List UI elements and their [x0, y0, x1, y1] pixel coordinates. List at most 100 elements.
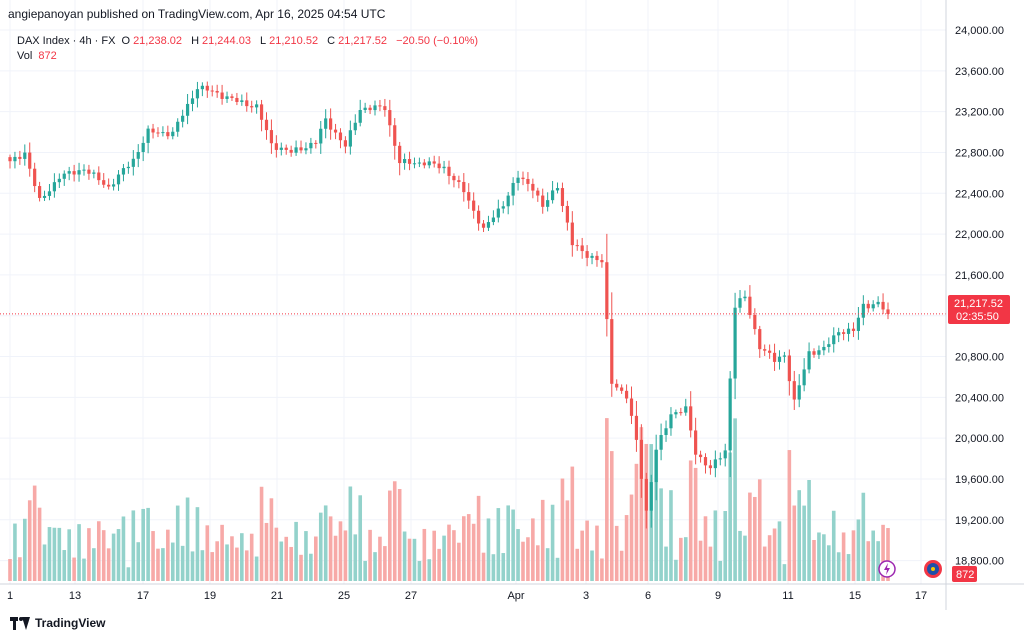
- volume-bar: [22, 518, 27, 581]
- footer-brand-label: TradingView: [35, 616, 106, 630]
- candle-body: [703, 457, 708, 466]
- volume-bar: [195, 507, 200, 581]
- candle-body: [753, 314, 757, 330]
- candle-body: [52, 182, 56, 192]
- candle-body: [121, 168, 126, 175]
- candle-body: [595, 255, 599, 261]
- volume-bar: [37, 507, 42, 581]
- candle-body: [215, 90, 219, 93]
- volume-bar: [881, 524, 885, 581]
- volume-bar: [294, 521, 298, 581]
- volume-bar: [639, 427, 644, 581]
- volume-bar: [210, 552, 215, 581]
- candle-body: [181, 115, 185, 122]
- volume-bar: [353, 534, 358, 581]
- volume-bar: [486, 518, 491, 581]
- candle-body: [802, 369, 806, 386]
- volume-bar: [481, 552, 486, 581]
- volume-bar: [605, 418, 609, 581]
- volume-bar: [521, 541, 525, 581]
- volume-bar: [590, 550, 594, 581]
- volume-bar: [363, 560, 367, 581]
- candle-body: [176, 121, 180, 132]
- candle-body: [728, 378, 732, 451]
- volume-bar: [230, 536, 234, 581]
- volume-bar: [624, 515, 629, 581]
- lightning-icon[interactable]: [878, 560, 896, 578]
- candle-body: [33, 168, 37, 187]
- volume-bar: [328, 516, 333, 581]
- candle-body: [338, 132, 343, 141]
- x-tick-label: 13: [69, 590, 81, 602]
- candle-body: [417, 162, 422, 164]
- legend-ohlc-row: DAX Index · 4h · FX O 21,238.02 H 21,244.0…: [17, 34, 481, 49]
- volume-bar: [378, 536, 382, 581]
- volume-bar: [323, 505, 328, 581]
- candle-body: [378, 105, 382, 107]
- volume-bar: [703, 516, 708, 581]
- volume-bar: [82, 558, 86, 581]
- candle-body: [822, 346, 826, 351]
- candle-body: [190, 98, 195, 104]
- candle-body: [442, 166, 446, 169]
- volume-bar: [526, 537, 530, 581]
- footer-brand[interactable]: TradingView: [10, 616, 105, 630]
- time-axis: 1 13 17 19 21 25 27 Apr 3 6 9 11 15 17: [7, 590, 927, 602]
- y-tick-label: 23,200.00: [955, 107, 1004, 119]
- volume-bar: [866, 541, 871, 581]
- candle-body: [447, 166, 451, 176]
- candle-body: [491, 217, 495, 223]
- legend-vol-label[interactable]: Vol: [17, 50, 33, 62]
- volume-bar: [52, 527, 57, 581]
- legend-vol: 872: [38, 50, 57, 62]
- candle-body: [772, 352, 777, 362]
- volume-bar: [545, 548, 550, 581]
- candle-body: [856, 317, 861, 331]
- candle-body: [102, 180, 106, 185]
- volume-bar: [151, 531, 155, 581]
- candle-body: [866, 303, 870, 309]
- volume-bar: [659, 488, 663, 581]
- volume-bar: [476, 495, 481, 581]
- volume-bar: [654, 449, 658, 581]
- candle-body: [358, 110, 362, 123]
- candle-body: [481, 223, 486, 228]
- volume-bar: [333, 535, 338, 581]
- volume-bar: [205, 525, 210, 581]
- price-badge[interactable]: 21,217.52 02:35:50: [948, 295, 1010, 324]
- legend-symbol[interactable]: DAX Index · 4h · FX: [17, 35, 116, 47]
- volume-bar: [807, 480, 811, 581]
- candle-body: [161, 132, 165, 134]
- candle-body: [363, 107, 367, 111]
- candle-body: [536, 190, 540, 196]
- candle-body: [37, 186, 42, 198]
- volume-bar: [170, 542, 175, 581]
- volume-bar: [47, 527, 52, 581]
- country-flag-icon[interactable]: [924, 560, 942, 578]
- volume-bar: [550, 504, 555, 581]
- volume-bar: [269, 498, 274, 581]
- candle-body: [146, 128, 150, 143]
- candle-body: [817, 350, 821, 355]
- candle-body: [274, 143, 278, 150]
- legend-low: 21,210.52: [269, 35, 319, 47]
- candle-body: [555, 188, 560, 191]
- candle-body: [452, 175, 456, 181]
- candle-body: [72, 171, 76, 175]
- candle-body: [269, 130, 274, 144]
- candle-body: [684, 406, 688, 413]
- volume-bar: [215, 541, 219, 581]
- volume-bar: [540, 499, 545, 581]
- volume-bar: [871, 530, 876, 581]
- candle-body: [797, 385, 801, 400]
- volume-bar: [619, 550, 624, 581]
- volume-bar: [787, 450, 792, 581]
- legend-close: 21,217.52: [338, 35, 388, 47]
- y-tick-label: 22,800.00: [955, 147, 1004, 159]
- volume-bar: [358, 495, 363, 581]
- candle-body: [131, 158, 135, 167]
- candle-body: [763, 349, 767, 351]
- candle-body: [560, 188, 565, 206]
- volume-bar: [713, 510, 718, 581]
